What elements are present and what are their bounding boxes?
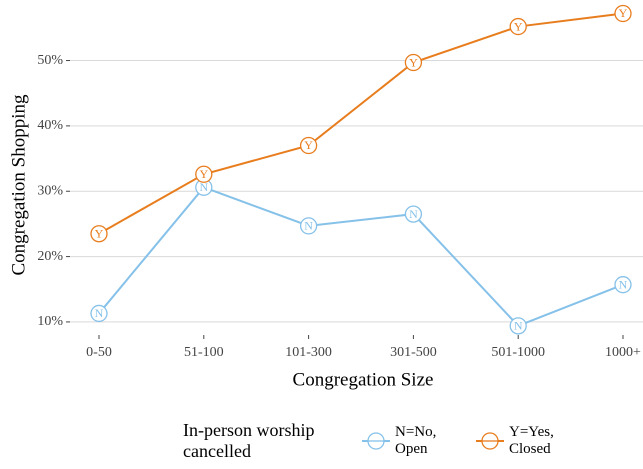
marker [195,165,213,183]
marker-letter: Y [619,6,628,20]
series-line [98,12,624,235]
legend-key [362,432,390,450]
marker [90,225,108,243]
marker-letter: Y [95,226,104,240]
marker-letter: Y [514,19,523,33]
marker [299,136,318,155]
y-tick-label: 50% [37,53,63,68]
x-tick-label: 51-100 [184,345,224,360]
marker-letter: N [95,306,104,320]
marker [509,17,527,36]
marker [509,317,527,335]
marker-letter: Y [304,138,313,152]
marker-letter: N [619,277,628,291]
marker [614,276,632,294]
y-axis-label: Congregation Shopping [8,94,29,276]
series-line [98,186,624,328]
marker [614,4,632,23]
x-axis-label: Congregation Size [293,369,434,390]
x-tick-label: 301-500 [390,345,437,360]
marker [299,217,318,235]
legend-key [476,432,504,450]
marker-letter: Y [409,55,418,69]
legend-item: N=No, Open [361,424,467,458]
legend-title: In-person worship cancelled [183,420,315,461]
y-tick-label: 30% [37,183,63,198]
y-tick-label: 20% [37,249,63,264]
marker-letter: N [199,180,208,194]
legend: In-person worship cancelled N=No, Open Y=… [183,420,581,462]
marker [90,304,108,323]
x-tick-label: 0-50 [86,345,112,360]
x-tick-label: 101-300 [285,345,332,360]
marker-letter: N [304,219,313,233]
legend-label: N=No, Open [395,424,437,457]
marker-letter: N [514,319,523,333]
legend-item: Y=Yes, Closed [475,424,581,458]
marker [404,205,423,223]
marker-letter: Y [199,167,208,181]
y-tick-label: 40% [37,118,63,133]
x-tick-label: 1000+ [605,345,641,360]
y-tick-label: 10% [37,314,63,329]
x-tick-label: 501-1000 [491,345,545,360]
legend-label: Y=Yes, Closed [509,424,554,457]
marker [404,53,423,72]
marker-letter: N [409,207,418,221]
